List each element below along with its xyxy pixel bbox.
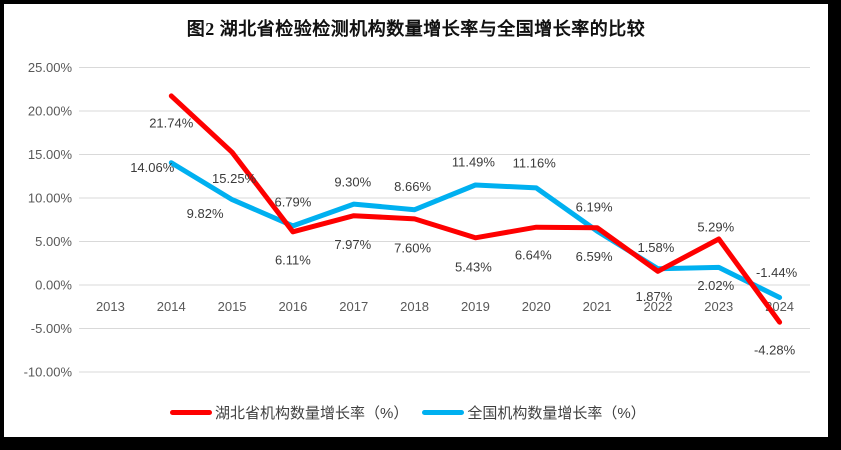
- x-axis-tick-label: 2014: [157, 299, 186, 314]
- hubei-data-label: 5.43%: [455, 259, 492, 274]
- national-data-label: 11.16%: [513, 155, 557, 170]
- hubei-data-label: 6.59%: [576, 249, 613, 264]
- legend-item-hubei: 湖北省机构数量增长率（%）: [170, 402, 408, 423]
- national-data-label: -1.44%: [756, 265, 798, 280]
- y-axis-tick-label: 20.00%: [28, 104, 73, 119]
- y-axis-tick-label: 10.00%: [28, 191, 73, 206]
- y-axis-tick-label: 25.00%: [28, 60, 73, 75]
- y-axis-tick-label: -5.00%: [31, 321, 73, 336]
- legend: 湖北省机构数量增长率（%） 全国机构数量增长率（%）: [170, 402, 646, 423]
- y-axis-tick-label: -10.00%: [24, 365, 73, 380]
- y-axis-tick-label: 5.00%: [35, 234, 72, 249]
- legend-line-swatch-hubei: [170, 410, 212, 415]
- hubei-data-label: 7.97%: [334, 237, 371, 252]
- national-data-label: 8.66%: [394, 179, 431, 194]
- x-axis-tick-label: 2019: [461, 299, 490, 314]
- hubei-data-label: 6.64%: [515, 248, 552, 263]
- national-series-line: [168, 160, 783, 300]
- national-data-label: 9.82%: [187, 206, 224, 221]
- hubei-data-label: 15.25%: [212, 171, 257, 186]
- national-data-label: 1.87%: [635, 289, 672, 304]
- national-data-label: 11.49%: [452, 155, 496, 170]
- legend-item-national: 全国机构数量增长率（%）: [422, 402, 646, 423]
- hubei-data-label: 21.74%: [149, 115, 194, 130]
- hubei-data-label: 6.11%: [275, 252, 311, 267]
- legend-label-hubei: 湖北省机构数量增长率（%）: [215, 405, 409, 422]
- hubei-data-label: 5.29%: [697, 219, 734, 234]
- national-data-label: 14.06%: [130, 160, 175, 175]
- x-axis-tick-label: 2016: [278, 299, 307, 314]
- x-axis-tick-label: 2023: [704, 299, 733, 314]
- hubei-data-label: -4.28%: [754, 343, 796, 358]
- x-axis-tick-label: 2015: [218, 299, 247, 314]
- x-axis-tick-label: 2021: [583, 299, 612, 314]
- hubei-data-label: 7.60%: [394, 240, 431, 255]
- y-axis-tick-label: 0.00%: [35, 278, 72, 293]
- x-axis-tick-label: 2018: [400, 299, 429, 314]
- chart-title: 图2 湖北省检验检测机构数量增长率与全国增长率的比较: [186, 19, 646, 39]
- national-data-label: 6.79%: [274, 194, 311, 209]
- national-data-label: 2.02%: [697, 278, 734, 293]
- legend-line-swatch-national: [422, 410, 465, 415]
- x-axis-tick-label: 2020: [522, 299, 551, 314]
- x-axis-tick-label: 2022: [643, 299, 672, 314]
- national-data-label: 6.19%: [576, 200, 613, 215]
- legend-label-national: 全国机构数量增长率（%）: [467, 405, 646, 422]
- hubei-series-line: [168, 93, 783, 325]
- national-data-label: 9.30%: [334, 175, 371, 190]
- hubei-data-label: 1.58%: [637, 240, 674, 255]
- x-axis-tick-label: 2013: [96, 299, 125, 314]
- y-axis-tick-label: 15.00%: [28, 147, 73, 162]
- x-axis-tick-label: 2017: [339, 299, 368, 314]
